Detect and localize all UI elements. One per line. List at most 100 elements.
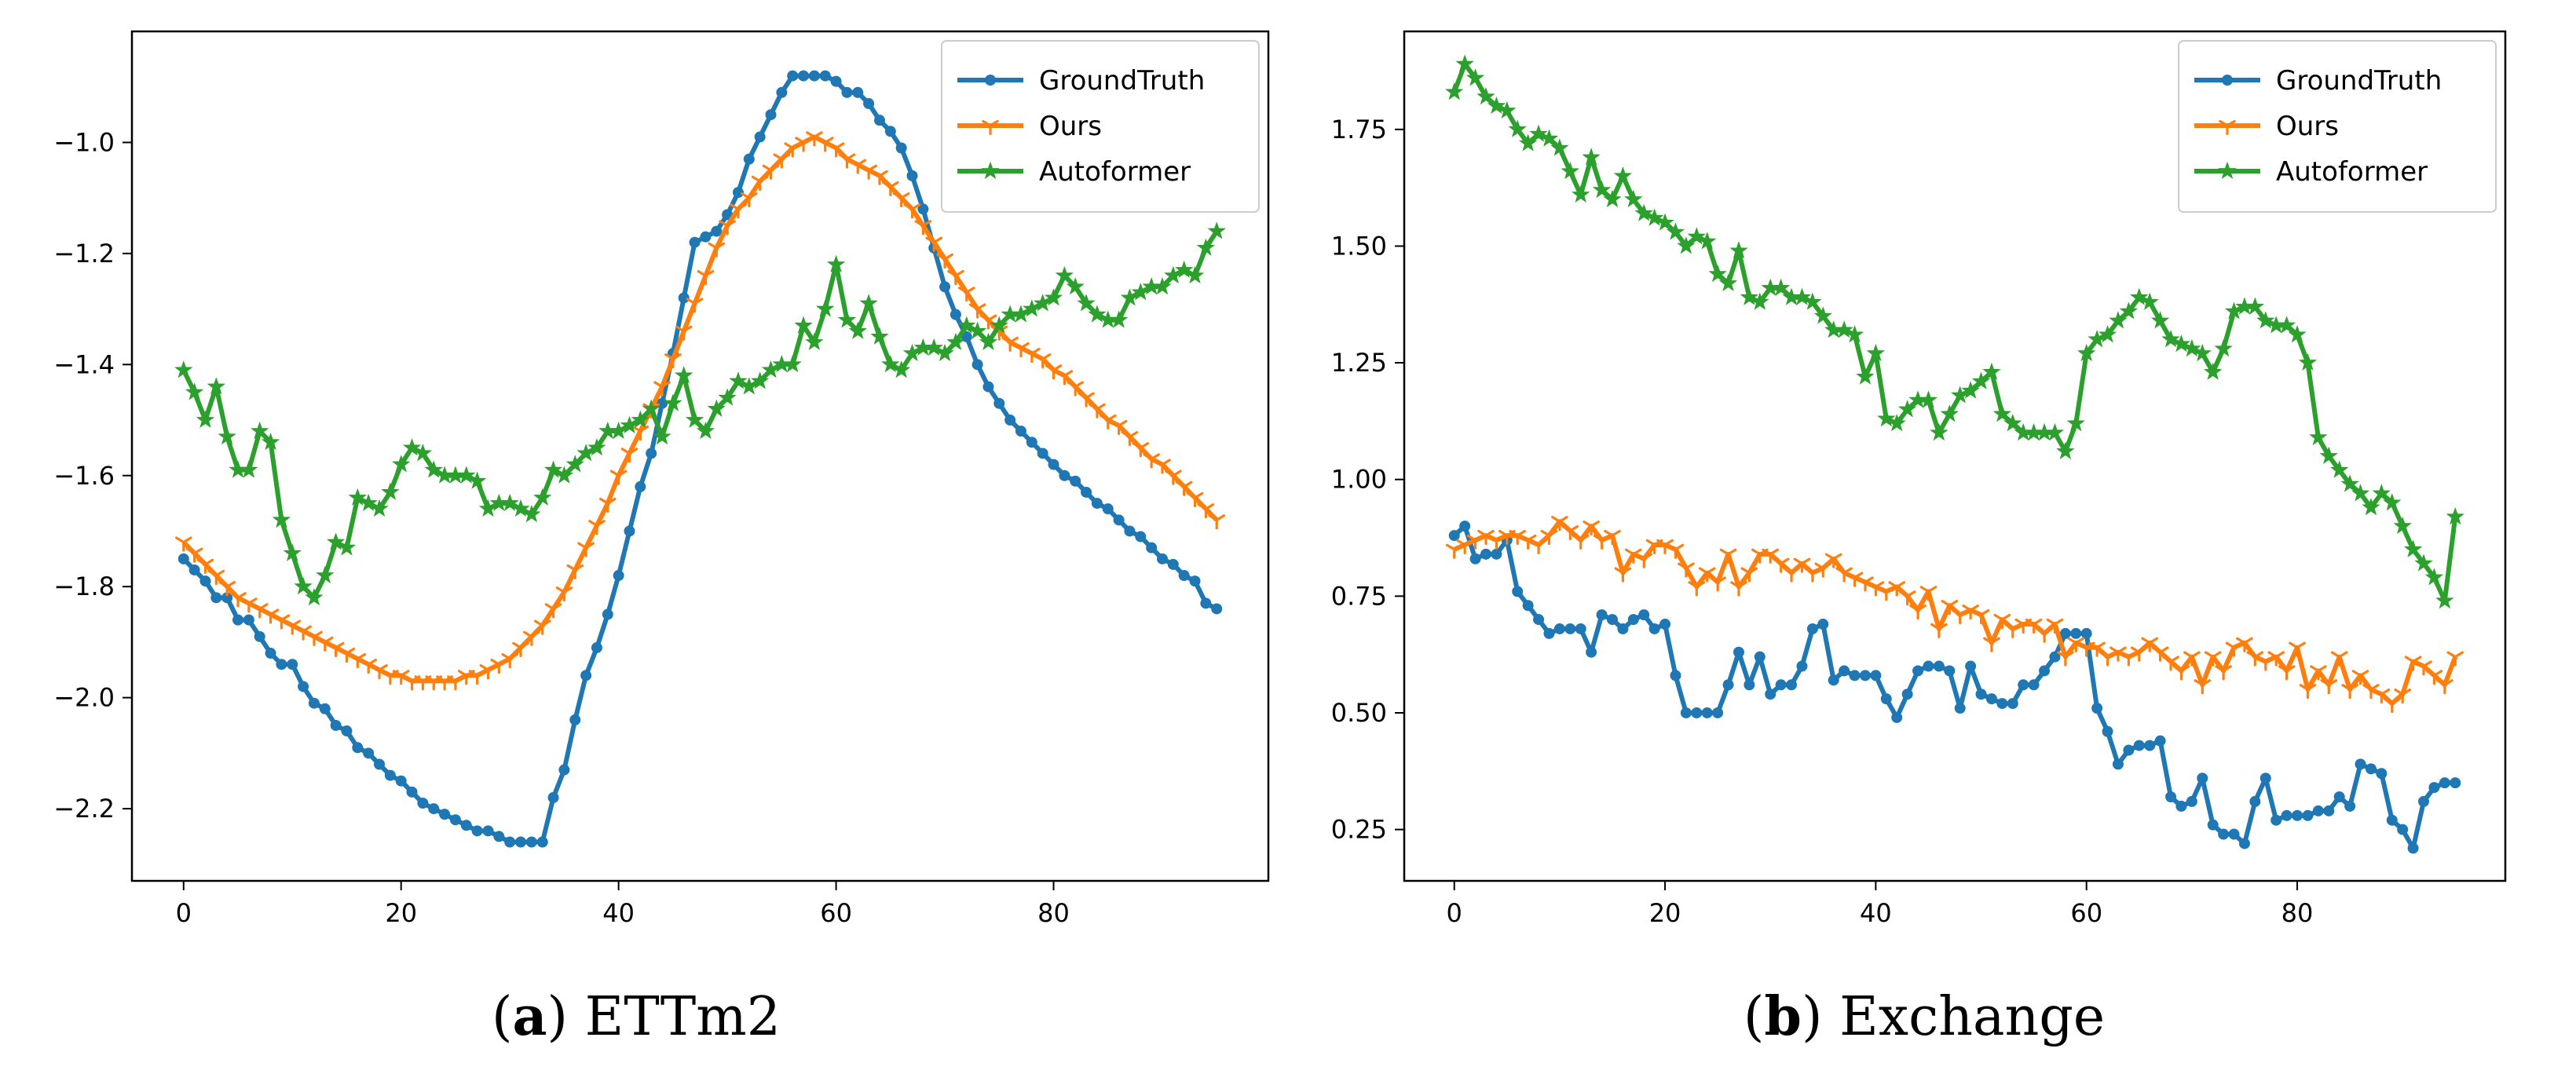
data-point-autoformer xyxy=(283,543,302,561)
data-point-autoformer xyxy=(1088,305,1107,323)
data-point-groundtruth xyxy=(1026,437,1037,448)
data-point-groundtruth xyxy=(711,225,723,237)
data-point-groundtruth xyxy=(1146,542,1158,553)
data-point-ours xyxy=(1625,548,1642,564)
data-point-groundtruth xyxy=(939,281,951,293)
data-point-autoformer xyxy=(1487,96,1506,115)
data-point-ours xyxy=(936,253,953,268)
data-point-autoformer xyxy=(2446,507,2464,525)
data-point-groundtruth xyxy=(1113,514,1125,526)
data-point-ours xyxy=(371,664,388,680)
data-point-groundtruth xyxy=(1765,689,1776,700)
data-point-autoformer xyxy=(2204,362,2223,380)
data-point-groundtruth xyxy=(2197,773,2208,784)
data-point-groundtruth xyxy=(1091,498,1103,510)
data-point-autoformer xyxy=(337,538,357,556)
data-point-ours xyxy=(1614,567,1632,583)
legend-marker-ours xyxy=(982,119,999,135)
data-point-autoformer xyxy=(675,366,693,384)
data-point-ours xyxy=(2036,627,2053,643)
data-point-groundtruth xyxy=(1712,707,1724,718)
legend-marker-autoformer xyxy=(2218,161,2237,179)
data-point-autoformer xyxy=(1445,82,1464,100)
data-point-autoformer xyxy=(2435,591,2454,609)
data-point-ours xyxy=(1099,414,1117,430)
data-point-ours xyxy=(490,658,508,674)
plot-frame xyxy=(130,30,1270,882)
data-point-groundtruth xyxy=(2028,679,2040,691)
data-point-groundtruth xyxy=(199,575,211,587)
data-point-autoformer xyxy=(1055,265,1074,284)
subplot-ettm2: 0 20 40 60 80 −1.0 −1.2 −1.4 −1.6 −1.8 −2.0 −2.2 Gro… xyxy=(53,30,1270,1048)
data-point-groundtruth xyxy=(2123,744,2135,756)
data-point-ours xyxy=(1635,553,1653,568)
data-point-autoformer xyxy=(1109,310,1129,328)
data-point-ours xyxy=(1012,342,1030,358)
data-point-groundtruth xyxy=(2259,773,2271,784)
data-point-groundtruth xyxy=(1200,597,1212,609)
data-point-ours xyxy=(795,137,812,152)
caption-ettm2: (a) ETTm2 xyxy=(491,985,781,1048)
data-point-autoformer xyxy=(196,410,215,428)
data-point-ours xyxy=(653,381,671,396)
data-point-ours xyxy=(2025,618,2043,634)
data-point-ours xyxy=(1186,491,1204,508)
data-point-ours xyxy=(1056,370,1074,385)
data-point-ours xyxy=(2425,670,2443,685)
data-point-ours xyxy=(1604,529,1621,546)
data-point-groundtruth xyxy=(950,309,961,320)
data-point-groundtruth xyxy=(2333,791,2345,802)
data-point-ours xyxy=(675,325,693,341)
data-point-autoformer xyxy=(826,254,846,272)
data-point-groundtruth xyxy=(917,203,929,215)
data-point-autoformer xyxy=(2140,292,2159,310)
data-point-groundtruth xyxy=(993,397,1005,409)
data-point-ours xyxy=(609,469,628,485)
caption-title: Exchange xyxy=(1822,986,2106,1048)
data-point-autoformer xyxy=(218,426,236,445)
data-point-autoformer xyxy=(294,576,313,595)
data-point-ours xyxy=(1078,392,1095,407)
y-tick-label: −1.0 xyxy=(53,127,115,157)
data-point-ours xyxy=(1678,562,1695,578)
data-point-ours xyxy=(1730,581,1747,597)
data-point-autoformer xyxy=(1196,238,1216,256)
data-point-autoformer xyxy=(1066,277,1085,295)
data-point-ours xyxy=(1487,534,1506,550)
data-point-groundtruth xyxy=(689,236,701,248)
data-point-ours xyxy=(523,630,540,646)
data-point-autoformer xyxy=(859,294,878,312)
data-point-autoformer xyxy=(2077,343,2096,362)
data-point-autoformer xyxy=(1044,288,1063,306)
data-point-ours xyxy=(2267,651,2285,667)
data-point-autoformer xyxy=(2319,446,2338,464)
data-point-groundtruth xyxy=(1156,553,1168,564)
data-point-autoformer xyxy=(2372,484,2391,502)
data-point-groundtruth xyxy=(2418,795,2430,807)
data-point-ours xyxy=(664,353,682,369)
data-point-groundtruth xyxy=(2439,777,2450,789)
caption-letter: b xyxy=(1764,985,1802,1048)
data-point-groundtruth xyxy=(1015,426,1026,437)
data-point-autoformer xyxy=(2298,353,2318,371)
data-point-groundtruth xyxy=(787,70,799,82)
series-autoformer xyxy=(1445,54,2464,609)
data-point-groundtruth xyxy=(1733,646,1744,658)
data-point-autoformer xyxy=(631,410,650,428)
data-point-autoformer xyxy=(1771,278,1791,296)
data-point-groundtruth xyxy=(1124,525,1136,537)
data-point-autoformer xyxy=(870,327,889,345)
series-groundtruth xyxy=(177,70,1223,848)
data-point-ours xyxy=(544,603,562,619)
data-point-ours xyxy=(1509,529,1527,546)
data-point-ours xyxy=(349,652,367,669)
x-tick-label: 0 xyxy=(1447,898,1462,928)
x-tick-label: 40 xyxy=(602,898,635,928)
data-point-autoformer xyxy=(2403,539,2423,557)
data-point-autoformer xyxy=(2309,427,2328,446)
data-point-ours xyxy=(1846,572,1864,587)
data-point-autoformer xyxy=(1077,294,1096,312)
data-point-groundtruth xyxy=(1670,670,1681,681)
data-point-ours xyxy=(697,269,715,286)
